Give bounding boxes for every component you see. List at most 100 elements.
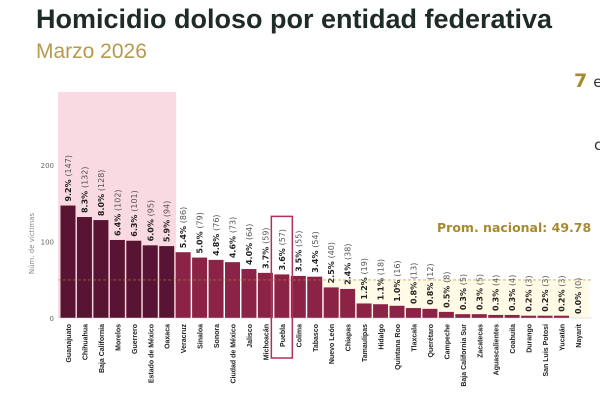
x-tick-label: Chiapas	[346, 324, 353, 351]
count-label: (95)	[146, 200, 155, 216]
count-label: (57)	[278, 229, 287, 245]
percent-label: 8.0%	[97, 191, 106, 216]
count-label: (18)	[377, 259, 386, 275]
bar-hidalgo	[373, 304, 389, 318]
x-tick-label: Nuevo León	[329, 324, 336, 364]
data-label: 0.3% (4)	[492, 275, 501, 311]
count-label: (79)	[196, 212, 205, 228]
percent-label: 5.4%	[179, 223, 188, 248]
percent-label: 5.9%	[163, 217, 172, 242]
count-label: (132)	[80, 167, 89, 189]
y-axis-label: Núm. de víctimas	[28, 213, 36, 275]
data-label: 0.2% (3)	[541, 275, 550, 311]
data-label: 6.0% (95)	[146, 200, 155, 241]
data-label: 0.3% (4)	[508, 275, 517, 311]
x-tick-label: Oaxaca	[165, 324, 172, 349]
chart-title: Homicidio doloso por entidad federativa	[36, 4, 553, 34]
data-label: 0.3% (5)	[459, 274, 468, 310]
x-tick-label: Michoacán	[263, 324, 270, 360]
x-tick-label: Guanajuato	[66, 324, 73, 363]
percent-label: 1.1%	[377, 275, 386, 300]
bar-yucatán	[554, 315, 569, 318]
bar-oaxaca	[159, 246, 175, 318]
percent-label: 6.4%	[113, 211, 122, 236]
x-tick-label: Baja California	[99, 324, 106, 373]
count-label: (8)	[442, 272, 451, 283]
bar-ciudad-de-méxico	[225, 262, 240, 318]
x-tick-label: Puebla	[280, 324, 287, 347]
x-tick-label: Morelos	[115, 324, 122, 351]
count-label: (3)	[558, 275, 567, 286]
data-label: 5.4% (86)	[179, 207, 188, 248]
percent-label: 0.8%	[426, 280, 435, 305]
bar-tamaulipas	[356, 303, 372, 318]
data-label: 3.5% (55)	[294, 231, 303, 272]
x-tick-label: San Luis Potosí	[543, 323, 550, 377]
data-label: 2.4% (38)	[344, 244, 353, 285]
data-label: 0.5% (8)	[442, 272, 451, 308]
data-label: 0.3% (5)	[475, 274, 484, 310]
percent-label: 5.0%	[196, 229, 205, 254]
y-tick-label: 0	[50, 315, 54, 323]
count-label: (12)	[426, 263, 435, 279]
data-label: 3.7% (59)	[261, 227, 270, 268]
percent-label: 6.0%	[146, 216, 155, 241]
data-label: 1.0% (16)	[393, 260, 402, 301]
count-label: (94)	[163, 201, 172, 217]
bar-chihuahua	[76, 217, 92, 318]
bar-baja-california-sur	[455, 314, 471, 318]
bar-michoacán	[257, 272, 273, 318]
bar-chiapas	[340, 288, 356, 318]
percent-label: 0.3%	[492, 286, 501, 311]
percent-label: 2.4%	[344, 260, 353, 285]
count-label: (19)	[360, 258, 369, 274]
bar-aguascalientes	[488, 314, 504, 318]
data-label: 6.4% (102)	[113, 189, 122, 236]
x-tick-label: Tabasco	[313, 324, 320, 352]
x-tick-label: Tamaulipas	[362, 324, 369, 362]
count-label: (64)	[245, 224, 254, 240]
data-label: 0.8% (12)	[426, 263, 435, 304]
x-tick-label: Baja California Sur	[461, 324, 468, 387]
data-label: 4.0% (64)	[245, 224, 254, 265]
percent-label: 0.2%	[541, 287, 550, 312]
x-tick-label: Nayarit	[576, 323, 583, 347]
bar-campeche	[438, 311, 454, 318]
percent-label: 0.2%	[558, 287, 567, 312]
percent-label: 0.3%	[459, 285, 468, 310]
data-label: 0.2% (3)	[525, 275, 534, 311]
x-tick-label: Yucatán	[560, 324, 567, 351]
bar-nuevo-león	[323, 287, 339, 318]
x-tick-label: Sonora	[214, 324, 221, 348]
count-label: (55)	[294, 231, 303, 247]
count-label: (147)	[64, 155, 73, 177]
count-label: (101)	[130, 190, 139, 212]
data-label: 9.2% (147)	[64, 155, 73, 202]
count-label: (102)	[113, 189, 122, 211]
count-label: (40)	[327, 242, 336, 258]
count-label: (128)	[97, 170, 106, 192]
y-tick-label: 100	[41, 239, 54, 247]
percent-label: 4.6%	[229, 233, 238, 258]
percent-label: 2.5%	[327, 258, 336, 283]
average-label: Prom. nacional: 49.78	[437, 220, 591, 235]
count-label: (4)	[508, 275, 517, 286]
x-tick-label: Guerrero	[132, 324, 139, 354]
highlight-box-puebla	[270, 215, 294, 359]
x-tick-label: Sinaloa	[198, 324, 205, 349]
x-tick-label: Aguascalientes	[494, 324, 501, 375]
percent-label: 1.0%	[393, 277, 402, 302]
side-stat-text: en	[593, 73, 600, 91]
percent-label: 4.0%	[245, 240, 254, 265]
percent-label: 0.2%	[525, 287, 534, 312]
percent-label: 0.8%	[409, 279, 418, 304]
bar-jalisco	[241, 269, 257, 318]
data-label: 0.2% (3)	[558, 275, 567, 311]
side-stat: 7 en	[574, 70, 600, 92]
data-label: 3.6% (57)	[278, 229, 287, 270]
bar-guerrero	[126, 240, 142, 318]
count-label: (0)	[574, 278, 583, 289]
count-label: (13)	[409, 263, 418, 279]
count-label: (3)	[525, 275, 534, 286]
bar-morelos	[109, 239, 125, 318]
